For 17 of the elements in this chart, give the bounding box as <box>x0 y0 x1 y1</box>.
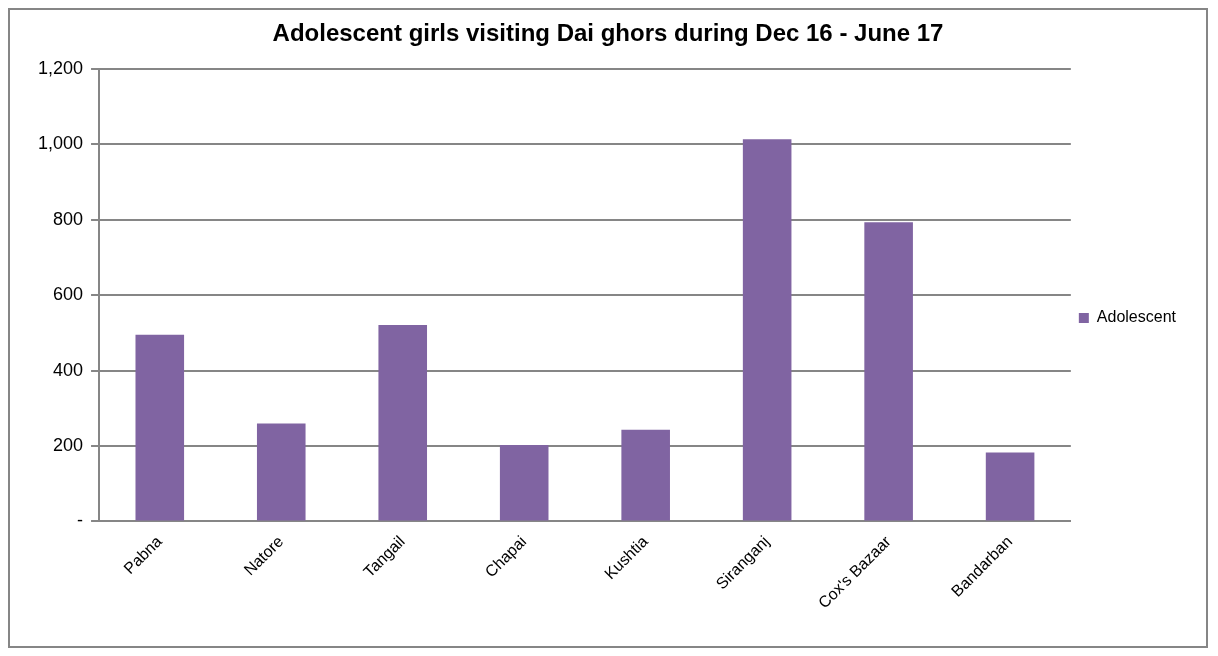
bar <box>864 222 913 521</box>
y-tick-label: 1,200 <box>38 57 84 78</box>
bar <box>985 452 1035 521</box>
bar <box>499 444 549 521</box>
bar <box>378 324 428 521</box>
y-tick-label: - <box>77 510 84 531</box>
y-tick-label: 200 <box>53 435 84 456</box>
y-tick-label: 600 <box>53 284 84 305</box>
legend-label: Adolescent <box>1096 308 1177 326</box>
bar <box>256 423 306 521</box>
y-tick-label: 800 <box>53 208 84 229</box>
bar <box>621 429 670 521</box>
y-tick-label: 400 <box>53 359 84 380</box>
chart-title: Adolescent girls visiting Dai ghors during Dec 16 - June 17 <box>272 19 944 47</box>
bar <box>742 139 792 521</box>
y-tick-label: 1,000 <box>38 133 84 154</box>
bar <box>135 334 185 521</box>
